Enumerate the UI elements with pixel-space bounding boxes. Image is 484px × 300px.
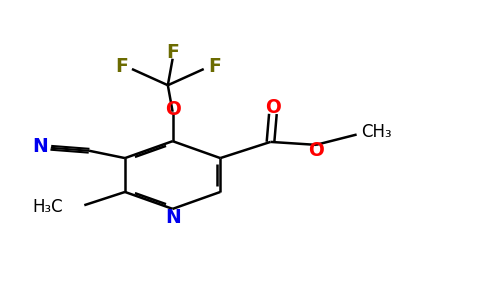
Text: O: O	[265, 98, 281, 117]
Text: F: F	[115, 57, 128, 76]
Text: N: N	[32, 137, 48, 156]
Text: F: F	[166, 43, 179, 62]
Text: F: F	[208, 57, 221, 76]
Text: O: O	[308, 141, 324, 160]
Text: N: N	[165, 208, 181, 226]
Text: CH₃: CH₃	[362, 123, 392, 141]
Text: H₃C: H₃C	[32, 198, 63, 216]
Text: O: O	[165, 100, 181, 119]
